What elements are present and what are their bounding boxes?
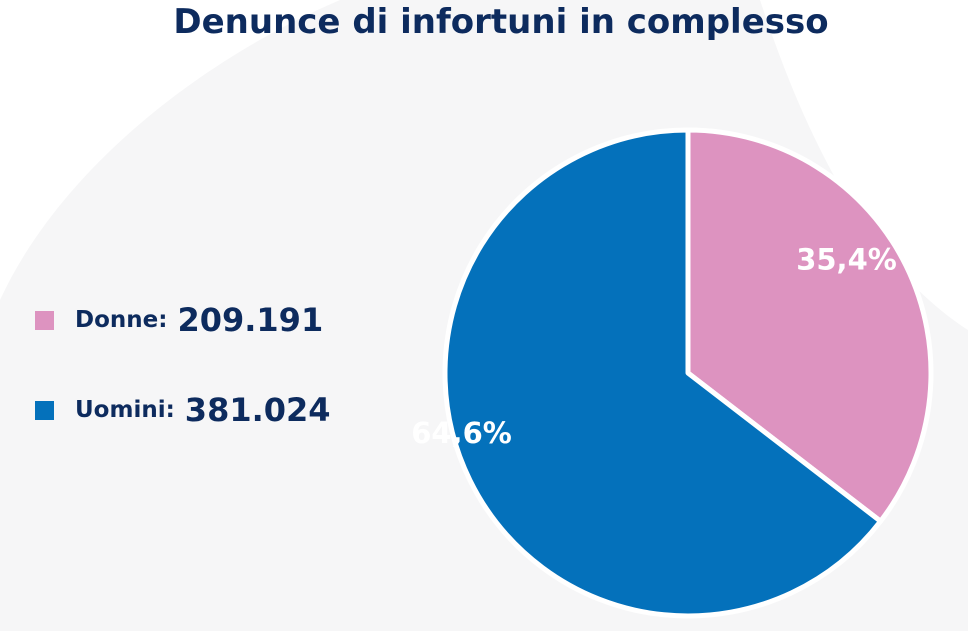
legend-swatch-donne <box>35 310 54 330</box>
legend-value-donne: 209.191 <box>177 301 324 339</box>
legend: Donne: 209.191 Uomini: 381.024 <box>35 298 331 478</box>
legend-swatch-uomini <box>35 400 54 420</box>
legend-item-uomini: Uomini: 381.024 <box>35 388 331 432</box>
legend-item-donne: Donne: 209.191 <box>35 298 331 342</box>
slice-label-uomini: 64,6% <box>411 416 512 450</box>
chart-title: Denunce di infortuni in complesso <box>173 2 829 42</box>
legend-label-donne: Donne: <box>75 307 168 333</box>
pie-slice-uomini <box>442 127 884 619</box>
slice-label-donne: 35,4% <box>796 243 897 277</box>
pie-slice-donne <box>685 127 934 524</box>
legend-value-uomini: 381.024 <box>184 391 331 429</box>
legend-label-uomini: Uomini: <box>75 397 175 423</box>
